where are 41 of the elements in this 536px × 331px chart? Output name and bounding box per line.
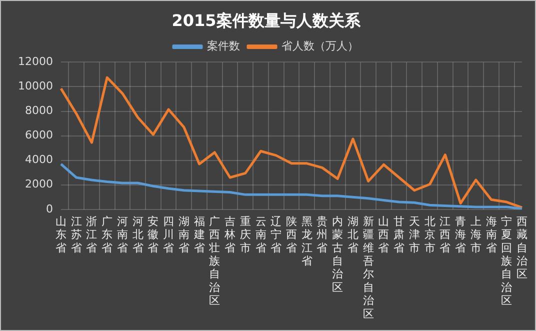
x-tick-label: 广东省 [102, 214, 113, 254]
x-tick-label: 湖北省 [347, 214, 358, 254]
x-tick-label: 吉林省 [224, 214, 236, 254]
x-tick-label: 江苏省 [70, 214, 82, 254]
y-tick-label: 0 [46, 202, 53, 216]
x-tick-label: 江西省 [440, 214, 451, 254]
x-tick-label: 内蒙古自治区 [332, 214, 344, 294]
y-tick-label: 12000 [18, 55, 53, 68]
x-tick-label: 山东省 [55, 214, 66, 254]
x-tick-label: 云南省 [255, 214, 266, 254]
x-tick-label: 陕西省 [286, 214, 297, 254]
x-tick-label: 四川省 [163, 214, 174, 254]
x-tick-label: 安徽省 [148, 214, 159, 254]
x-tick-label: 黑龙江省 [301, 214, 312, 268]
x-tick-label: 广西壮族自治区 [208, 214, 220, 308]
x-tick-label: 北京市 [424, 214, 436, 254]
y-tick-label: 4000 [24, 153, 53, 166]
y-tick-label: 6000 [24, 128, 53, 142]
x-tick-label: 福建省 [192, 214, 205, 254]
x-tick-label: 海南省 [486, 214, 497, 254]
x-tick-label: 河北省 [132, 214, 144, 254]
y-tick-label: 8000 [24, 104, 53, 118]
x-tick-label: 辽宁省 [270, 214, 282, 254]
x-tick-label: 重庆市 [240, 214, 251, 254]
chart-title: 2015案件数量与人数关系 [172, 10, 362, 30]
x-tick-label: 西藏自治区 [516, 214, 528, 281]
x-tick-label: 湖南省 [178, 214, 190, 254]
x-tick-label: 新疆维吾尔自治区 [362, 214, 374, 320]
legend-label: 案件数 [207, 40, 240, 53]
legend-label: 省人数（万人） [282, 40, 358, 53]
x-tick-label: 宁夏回族自治区 [501, 214, 512, 308]
x-tick-label: 贵州省 [316, 214, 328, 254]
x-tick-label: 山西省 [378, 214, 390, 254]
x-tick-label: 青海省 [455, 214, 466, 254]
x-tick-label: 浙江省 [86, 214, 98, 254]
x-tick-label: 河南省 [116, 214, 128, 254]
x-tick-label: 甘肃省 [394, 214, 405, 254]
x-tick-label: 天津市 [408, 214, 420, 254]
y-tick-label: 10000 [18, 80, 53, 93]
y-tick-label: 2000 [24, 178, 53, 191]
x-tick-label: 上海市 [470, 214, 482, 254]
